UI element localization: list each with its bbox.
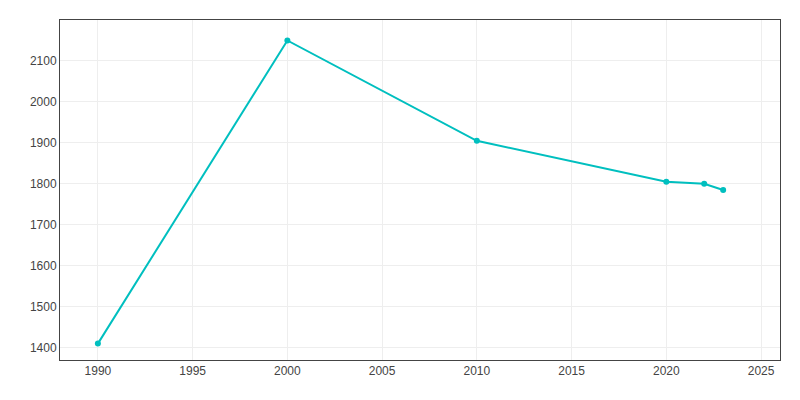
svg-text:2025: 2025 bbox=[748, 364, 775, 378]
svg-text:2000: 2000 bbox=[274, 364, 301, 378]
svg-text:2100: 2100 bbox=[30, 54, 57, 68]
svg-text:2010: 2010 bbox=[463, 364, 490, 378]
svg-text:1800: 1800 bbox=[30, 177, 57, 191]
svg-text:2000: 2000 bbox=[30, 95, 57, 109]
svg-text:1990: 1990 bbox=[85, 364, 112, 378]
svg-text:1900: 1900 bbox=[30, 136, 57, 150]
svg-text:2020: 2020 bbox=[653, 364, 680, 378]
svg-text:1400: 1400 bbox=[30, 341, 57, 355]
svg-text:2005: 2005 bbox=[369, 364, 396, 378]
svg-text:1500: 1500 bbox=[30, 300, 57, 314]
svg-text:1600: 1600 bbox=[30, 259, 57, 273]
svg-text:2015: 2015 bbox=[558, 364, 585, 378]
svg-text:1700: 1700 bbox=[30, 218, 57, 232]
svg-text:1995: 1995 bbox=[179, 364, 206, 378]
